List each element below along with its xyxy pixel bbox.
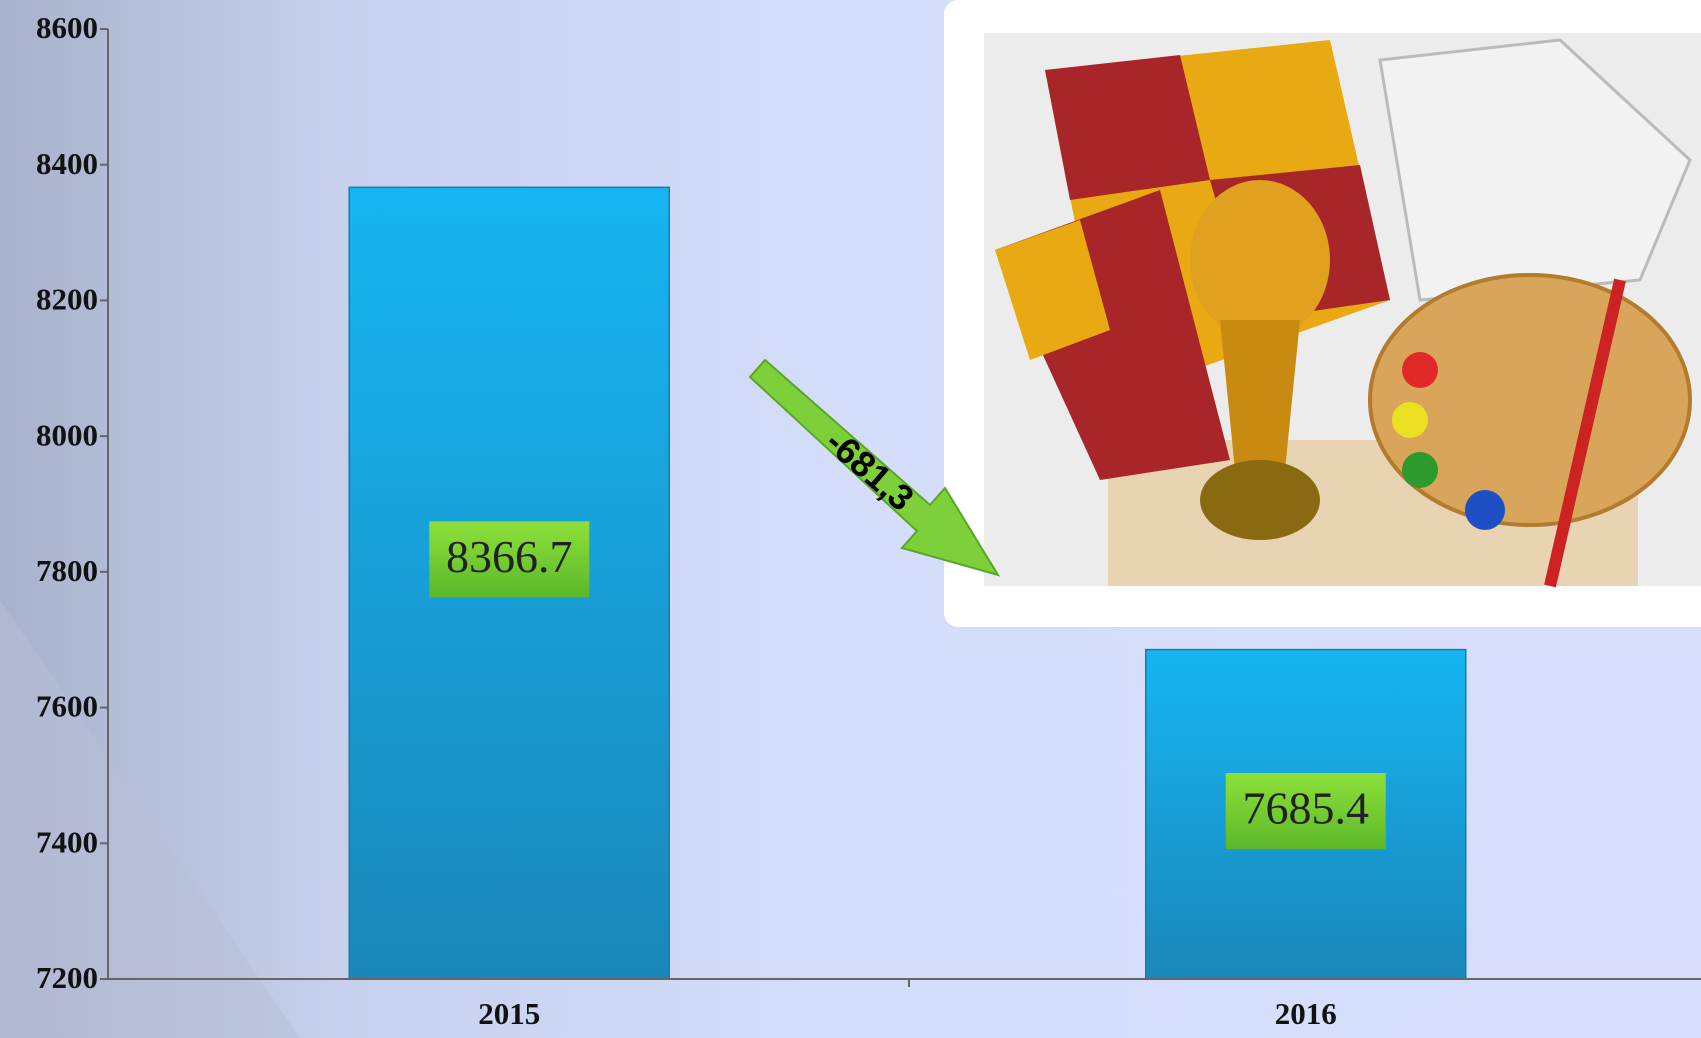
trophy-base [1200,460,1320,540]
y-tick-label: 8600 [36,10,98,45]
y-tick-label: 8400 [36,146,98,181]
value-label: 8366.7 [446,531,573,582]
bar-group: 8366.7 [348,186,670,980]
paint [1402,352,1438,388]
flag2-check [995,220,1110,360]
y-tick-label: 8200 [36,282,98,317]
y-tick-label: 7800 [36,553,98,588]
trophy-globe [1190,180,1330,340]
value-label: 7685.4 [1243,783,1370,834]
paint [1392,402,1428,438]
trophy-body [1220,320,1300,470]
paint [1402,452,1438,488]
y-tick-label: 7200 [36,960,98,995]
x-tick-label: 2016 [1275,996,1337,1031]
picture-frame [944,0,1701,627]
paint [1465,490,1505,530]
x-tick-label: 2015 [478,996,540,1031]
value-label-box [429,521,590,598]
shoe [1378,38,1692,302]
shade [0,600,300,1038]
value-label-box [1225,773,1386,850]
y-tick-label: 7400 [36,824,98,859]
brush [1544,278,1626,588]
trend-arrow [748,358,1001,577]
arrow-shape [748,358,1001,577]
bar-group: 7685.4 [1145,648,1467,980]
y-tick-label: 7600 [36,689,98,724]
y-tick-label: 8000 [36,417,98,452]
